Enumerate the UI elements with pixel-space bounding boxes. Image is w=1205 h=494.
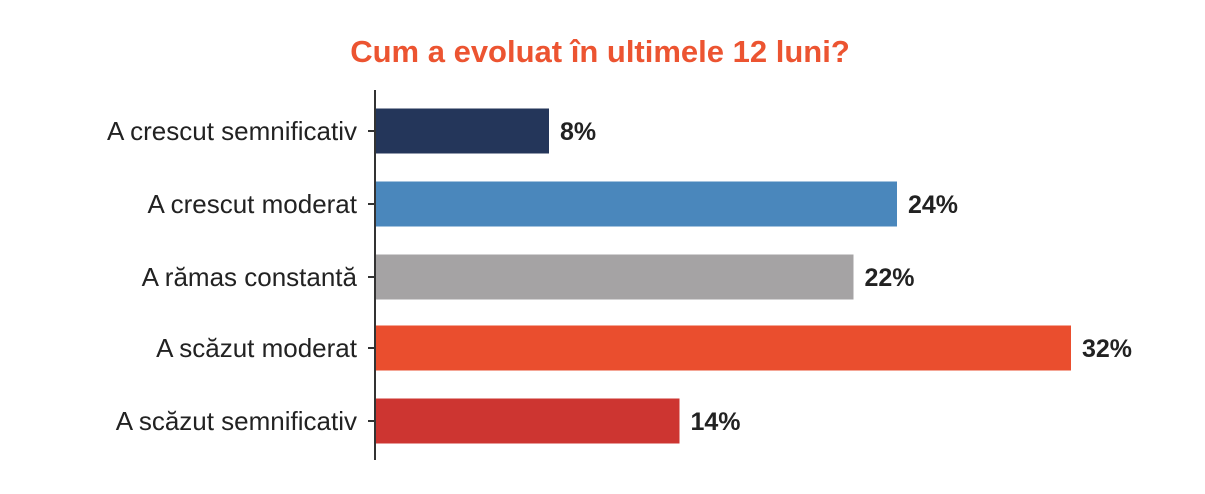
- bar: [376, 181, 897, 227]
- value-label: 24%: [908, 191, 958, 219]
- chart-title: Cum a evoluat în ultimele 12 luni?: [350, 34, 850, 69]
- value-label: 8%: [560, 118, 596, 146]
- category-label: A scăzut semnificativ: [116, 406, 357, 436]
- value-label: 32%: [1082, 335, 1132, 363]
- bar: [376, 398, 680, 444]
- value-label: 14%: [691, 408, 741, 436]
- category-label: A crescut semnificativ: [107, 116, 357, 146]
- bar: [376, 325, 1071, 371]
- bar: [376, 108, 549, 154]
- bar: [376, 254, 854, 300]
- value-label: 22%: [865, 264, 915, 292]
- category-label: A crescut moderat: [147, 189, 357, 219]
- category-label: A rămas constantă: [142, 262, 358, 292]
- category-label: A scăzut moderat: [156, 333, 358, 363]
